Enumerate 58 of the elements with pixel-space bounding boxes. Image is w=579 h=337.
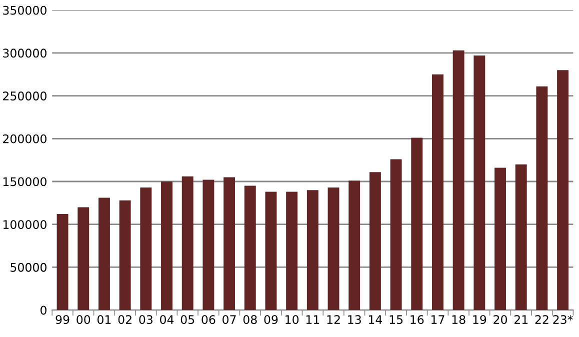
- x-tick-label: 10: [286, 315, 299, 324]
- bar: [78, 207, 90, 310]
- bar: [369, 172, 381, 310]
- x-tick-label: 09: [264, 315, 278, 324]
- x-tick-label: 18: [452, 315, 466, 324]
- bar: [328, 187, 340, 310]
- x-tick-label: 23*: [553, 315, 573, 324]
- bar: [265, 192, 277, 310]
- bar: [56, 214, 68, 310]
- y-tick-label: 250000: [3, 92, 46, 100]
- x-tick-label: 11: [306, 315, 320, 324]
- bar: [536, 86, 548, 310]
- x-tick-label: 12: [327, 315, 340, 324]
- x-tick-label: 07: [222, 315, 236, 324]
- bar: [411, 138, 423, 310]
- bar: [494, 168, 506, 310]
- x-tick-label: 05: [180, 315, 194, 324]
- y-tick-label: 350000: [3, 6, 46, 15]
- bar: [286, 192, 298, 310]
- y-tick-label: 100000: [3, 220, 46, 229]
- y-tick-label: 50000: [10, 262, 46, 272]
- bar: [161, 182, 172, 310]
- bar: [432, 74, 444, 310]
- bar: [348, 180, 360, 310]
- x-tick-label: 16: [410, 315, 424, 324]
- x-tick-label: 14: [368, 315, 382, 324]
- x-tick-label: 19: [473, 315, 486, 324]
- y-tick-label: 0: [40, 306, 46, 315]
- x-tick-label: 04: [160, 315, 174, 324]
- x-tick-label: 13: [348, 315, 361, 324]
- x-tick-label: 17: [432, 315, 444, 324]
- y-tick-label: 200000: [3, 134, 46, 144]
- x-tick-label: 15: [390, 315, 403, 324]
- y-tick-label: 150000: [3, 177, 46, 186]
- bar: [244, 186, 256, 310]
- y-tick-label: 300000: [3, 48, 46, 58]
- bar: [474, 56, 486, 310]
- x-tick-label: 99: [56, 315, 70, 324]
- x-tick-label: 01: [97, 315, 111, 324]
- x-tick-label: 06: [202, 315, 216, 324]
- x-tick-label: 21: [514, 315, 528, 324]
- bar: [452, 50, 464, 310]
- bar: [390, 159, 402, 310]
- x-tick-label: 03: [139, 315, 152, 324]
- bar: [182, 176, 194, 310]
- bar: [224, 177, 236, 310]
- bar: [515, 164, 527, 310]
- bar: [306, 190, 318, 310]
- bar: [557, 70, 569, 310]
- x-tick-label: 02: [118, 315, 132, 324]
- bar: [140, 187, 152, 310]
- bar: [202, 180, 214, 310]
- x-tick-label: 20: [494, 315, 507, 324]
- x-tick-label: 00: [76, 315, 90, 324]
- bar: [119, 200, 131, 310]
- bar: [98, 198, 110, 310]
- x-tick-label: 08: [243, 315, 257, 324]
- x-tick-label: 22: [535, 315, 548, 324]
